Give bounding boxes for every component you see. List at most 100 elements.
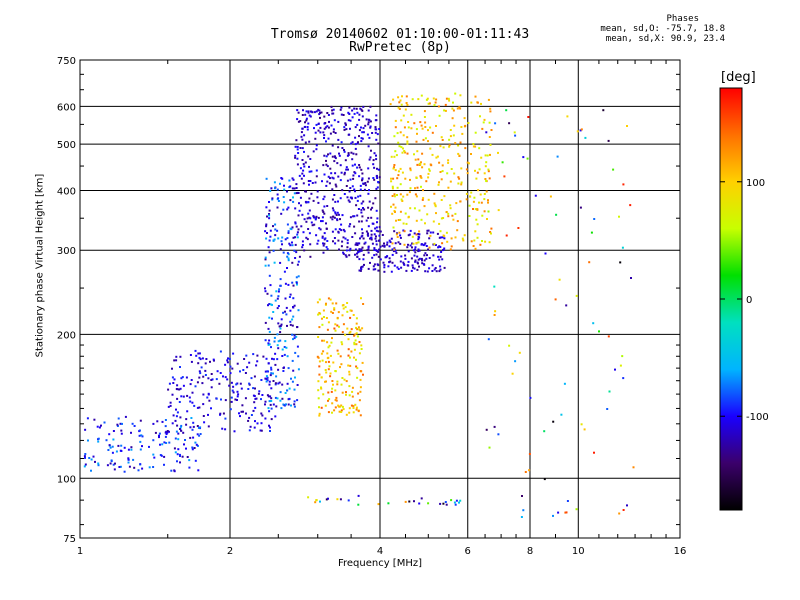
data-point — [167, 405, 170, 408]
data-point — [462, 239, 465, 242]
data-point — [580, 423, 583, 426]
data-point — [584, 136, 587, 139]
data-point — [276, 188, 279, 191]
data-point — [437, 255, 440, 258]
data-point — [439, 268, 442, 271]
data-point — [410, 269, 413, 272]
data-point — [308, 114, 311, 117]
data-point — [373, 248, 376, 251]
data-point — [369, 126, 372, 129]
data-point — [408, 233, 411, 236]
data-point — [443, 266, 446, 269]
data-point — [386, 255, 389, 258]
data-point — [505, 234, 508, 237]
data-point — [245, 412, 247, 415]
data-point — [328, 182, 331, 185]
data-point — [302, 169, 305, 172]
data-point — [427, 176, 430, 179]
data-point — [325, 371, 328, 374]
data-point — [378, 239, 381, 242]
data-point — [374, 227, 377, 230]
data-point — [407, 243, 409, 246]
data-point — [413, 254, 416, 257]
data-point — [418, 265, 420, 268]
data-point — [383, 245, 386, 248]
data-point — [356, 142, 359, 145]
data-point — [333, 194, 336, 196]
data-point — [291, 244, 294, 247]
data-point — [307, 111, 310, 114]
data-point — [166, 430, 169, 432]
data-point — [110, 460, 113, 463]
data-point — [352, 152, 355, 155]
data-point — [406, 193, 409, 196]
plot-frame — [79, 59, 681, 539]
data-point — [281, 383, 284, 386]
data-point — [367, 232, 369, 235]
data-point — [414, 260, 417, 263]
data-point — [355, 408, 358, 411]
data-point — [474, 95, 477, 98]
data-point — [324, 303, 327, 306]
data-point — [164, 425, 167, 428]
data-point — [416, 268, 419, 271]
data-point — [552, 514, 554, 517]
data-point — [417, 233, 420, 235]
data-point — [336, 380, 339, 383]
data-point — [347, 152, 350, 155]
data-point — [414, 251, 417, 254]
data-point — [269, 303, 272, 306]
data-point — [341, 331, 344, 334]
data-point — [432, 231, 435, 234]
data-point — [160, 454, 163, 457]
data-point — [132, 458, 135, 461]
data-point — [370, 216, 373, 219]
data-point — [188, 466, 191, 469]
data-point — [341, 189, 344, 192]
data-point — [343, 149, 345, 151]
data-point — [277, 295, 280, 298]
data-point — [342, 408, 345, 411]
data-point — [420, 497, 423, 500]
data-point — [327, 321, 330, 324]
data-point — [351, 109, 354, 112]
data-point — [396, 194, 398, 196]
data-point — [171, 367, 173, 370]
data-point — [198, 356, 201, 359]
data-point — [347, 199, 350, 202]
data-point — [88, 457, 91, 459]
data-point — [176, 460, 178, 463]
data-point — [447, 186, 450, 189]
data-point — [432, 220, 435, 223]
data-point — [284, 297, 287, 300]
data-point — [554, 298, 557, 301]
data-point — [269, 189, 272, 192]
data-point — [333, 308, 336, 311]
data-point — [479, 193, 482, 196]
data-point — [330, 390, 333, 393]
data-point — [248, 382, 251, 385]
data-point — [320, 376, 323, 379]
data-point — [84, 428, 87, 431]
data-point — [514, 360, 517, 363]
data-point — [362, 237, 365, 240]
data-point — [179, 428, 181, 430]
data-point — [255, 364, 258, 367]
data-point — [394, 169, 397, 172]
data-point — [493, 314, 496, 316]
data-point — [321, 216, 324, 219]
data-point — [231, 389, 234, 392]
data-point — [352, 177, 355, 180]
data-point — [161, 420, 164, 423]
data-point — [354, 339, 357, 342]
data-point — [375, 235, 377, 238]
data-point — [343, 126, 346, 129]
data-point — [632, 466, 635, 469]
data-point — [452, 109, 455, 112]
data-point — [322, 350, 325, 353]
data-point — [418, 502, 421, 505]
data-point — [400, 103, 403, 106]
data-point — [305, 110, 308, 113]
data-point — [265, 357, 268, 360]
data-point — [107, 449, 110, 451]
